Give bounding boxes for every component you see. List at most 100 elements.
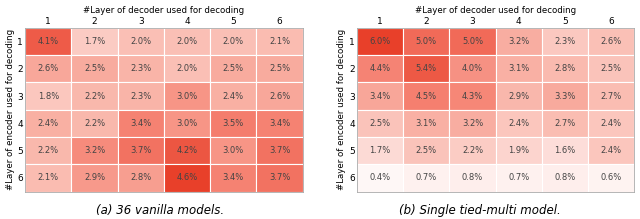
Bar xyxy=(357,164,403,192)
Text: 2.5%: 2.5% xyxy=(601,64,622,73)
Text: 3.4%: 3.4% xyxy=(223,173,244,182)
Bar xyxy=(72,137,118,164)
Text: 0.7%: 0.7% xyxy=(508,173,529,182)
Bar xyxy=(403,110,449,137)
Text: 3.3%: 3.3% xyxy=(554,92,576,101)
Text: 4.2%: 4.2% xyxy=(177,146,198,155)
Text: 2.4%: 2.4% xyxy=(223,92,244,101)
Text: 3.7%: 3.7% xyxy=(269,173,290,182)
Text: 2.0%: 2.0% xyxy=(223,37,244,46)
Text: 2.3%: 2.3% xyxy=(130,92,152,101)
Bar xyxy=(496,82,542,110)
Bar xyxy=(357,137,403,164)
Text: 2.0%: 2.0% xyxy=(130,37,151,46)
Text: 3.0%: 3.0% xyxy=(177,92,198,101)
Text: 5.0%: 5.0% xyxy=(416,37,437,46)
Text: 3.2%: 3.2% xyxy=(84,146,105,155)
Text: 2.6%: 2.6% xyxy=(38,64,59,73)
Bar xyxy=(164,164,210,192)
Bar xyxy=(357,28,403,55)
Bar xyxy=(118,82,164,110)
Bar xyxy=(588,82,634,110)
Bar xyxy=(25,110,72,137)
Bar xyxy=(542,164,588,192)
Text: 2.2%: 2.2% xyxy=(84,92,105,101)
Bar xyxy=(542,28,588,55)
Bar xyxy=(72,55,118,82)
Bar xyxy=(449,55,496,82)
Bar xyxy=(25,28,72,55)
Text: 0.6%: 0.6% xyxy=(601,173,622,182)
Text: 3.1%: 3.1% xyxy=(508,64,529,73)
Text: 2.1%: 2.1% xyxy=(269,37,290,46)
Bar xyxy=(25,137,72,164)
Text: (a) 36 vanilla models.: (a) 36 vanilla models. xyxy=(96,204,224,217)
Bar xyxy=(257,55,303,82)
Bar xyxy=(25,164,72,192)
Text: 4.3%: 4.3% xyxy=(462,92,483,101)
Text: 2.3%: 2.3% xyxy=(554,37,576,46)
Text: 2.0%: 2.0% xyxy=(177,64,198,73)
Bar xyxy=(496,28,542,55)
Text: 1.7%: 1.7% xyxy=(369,146,390,155)
Text: (b) Single tied-multi model.: (b) Single tied-multi model. xyxy=(399,204,561,217)
Text: 2.7%: 2.7% xyxy=(554,119,576,128)
Text: 3.0%: 3.0% xyxy=(177,119,198,128)
Text: 1.7%: 1.7% xyxy=(84,37,105,46)
Text: 2.2%: 2.2% xyxy=(462,146,483,155)
Bar xyxy=(118,55,164,82)
Text: 0.4%: 0.4% xyxy=(369,173,390,182)
Bar xyxy=(357,82,403,110)
Text: 2.8%: 2.8% xyxy=(130,173,152,182)
Bar xyxy=(164,110,210,137)
Bar xyxy=(118,164,164,192)
Bar xyxy=(588,28,634,55)
Bar xyxy=(542,82,588,110)
Bar xyxy=(403,137,449,164)
Bar xyxy=(118,110,164,137)
Bar xyxy=(449,110,496,137)
Bar xyxy=(449,164,496,192)
Bar xyxy=(403,55,449,82)
Bar xyxy=(588,110,634,137)
Text: 2.5%: 2.5% xyxy=(369,119,390,128)
Bar xyxy=(542,137,588,164)
Text: 2.9%: 2.9% xyxy=(508,92,529,101)
Text: 2.1%: 2.1% xyxy=(38,173,59,182)
Bar xyxy=(403,164,449,192)
Text: 2.5%: 2.5% xyxy=(416,146,437,155)
Text: 2.4%: 2.4% xyxy=(601,119,622,128)
Bar xyxy=(542,110,588,137)
Text: 2.5%: 2.5% xyxy=(84,64,105,73)
Text: 1.8%: 1.8% xyxy=(38,92,59,101)
Bar xyxy=(496,55,542,82)
Bar xyxy=(542,55,588,82)
Text: 0.8%: 0.8% xyxy=(462,173,483,182)
Text: 4.0%: 4.0% xyxy=(462,64,483,73)
Bar xyxy=(72,164,118,192)
Text: 5.4%: 5.4% xyxy=(416,64,437,73)
Bar xyxy=(257,110,303,137)
Text: 3.2%: 3.2% xyxy=(508,37,529,46)
X-axis label: #Layer of decoder used for decoding: #Layer of decoder used for decoding xyxy=(83,5,244,14)
Text: 0.7%: 0.7% xyxy=(416,173,437,182)
Bar xyxy=(496,164,542,192)
Text: 2.4%: 2.4% xyxy=(508,119,529,128)
Bar xyxy=(164,28,210,55)
Bar xyxy=(25,82,72,110)
Text: 1.9%: 1.9% xyxy=(508,146,529,155)
Bar xyxy=(257,82,303,110)
Bar xyxy=(210,137,257,164)
Text: 2.6%: 2.6% xyxy=(269,92,290,101)
Text: 2.2%: 2.2% xyxy=(38,146,59,155)
Text: 4.4%: 4.4% xyxy=(369,64,390,73)
Text: 2.5%: 2.5% xyxy=(269,64,290,73)
Text: 2.6%: 2.6% xyxy=(601,37,622,46)
Bar xyxy=(210,110,257,137)
Y-axis label: #Layer of encoder used for decoding: #Layer of encoder used for decoding xyxy=(337,29,346,190)
Text: 3.7%: 3.7% xyxy=(269,146,290,155)
Text: 2.0%: 2.0% xyxy=(177,37,198,46)
Text: 0.8%: 0.8% xyxy=(554,173,576,182)
Text: 5.0%: 5.0% xyxy=(462,37,483,46)
Text: 2.4%: 2.4% xyxy=(601,146,622,155)
